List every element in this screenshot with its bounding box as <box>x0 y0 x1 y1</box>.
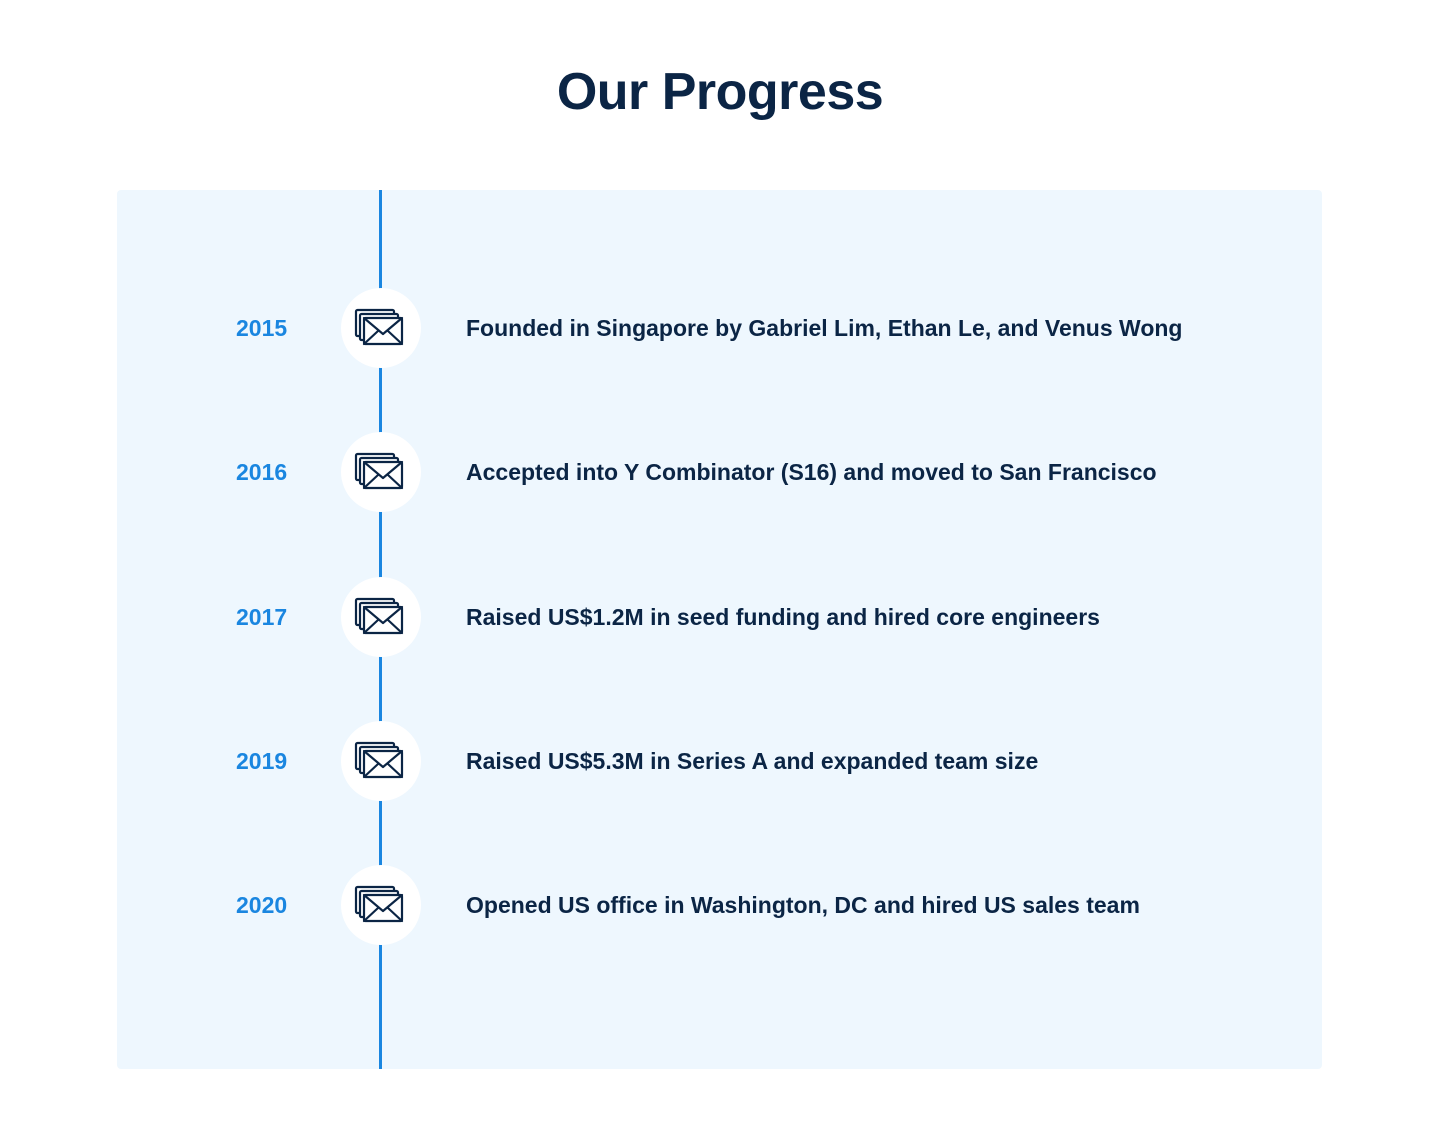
timeline-milestone-2020: 2020 Opened US office in Washington, DC … <box>117 865 1322 945</box>
milestone-year: 2020 <box>236 892 288 918</box>
envelopes-icon <box>341 721 421 801</box>
timeline-milestone-2019: 2019 Raised US$5.3M in Series A and expa… <box>117 721 1322 801</box>
timeline-milestone-2016: 2016 Accepted into Y Combinator (S16) an… <box>117 432 1322 512</box>
envelopes-icon <box>341 577 421 657</box>
timeline-milestone-2017: 2017 Raised US$1.2M in seed funding and … <box>117 577 1322 657</box>
milestone-year: 2016 <box>236 459 288 485</box>
page-title: Our Progress <box>556 63 884 121</box>
milestone-description: Raised US$1.2M in seed funding and hired… <box>466 604 1100 630</box>
milestone-year: 2017 <box>236 604 288 630</box>
timeline-milestone-2015: 2015 Founded in Singapore by Gabriel Lim… <box>117 288 1322 368</box>
milestone-description: Opened US office in Washington, DC and h… <box>466 892 1140 918</box>
envelopes-icon <box>341 432 421 512</box>
envelopes-icon <box>341 865 421 945</box>
milestone-description: Raised US$5.3M in Series A and expanded … <box>466 748 1039 774</box>
envelopes-icon <box>341 288 421 368</box>
milestone-year: 2019 <box>236 748 288 774</box>
milestone-description: Accepted into Y Combinator (S16) and mov… <box>466 459 1157 485</box>
milestone-description: Founded in Singapore by Gabriel Lim, Eth… <box>466 315 1183 341</box>
timeline-panel: 2015 Founded in Singapore by Gabriel Lim… <box>117 190 1322 1069</box>
milestone-year: 2015 <box>236 315 288 341</box>
